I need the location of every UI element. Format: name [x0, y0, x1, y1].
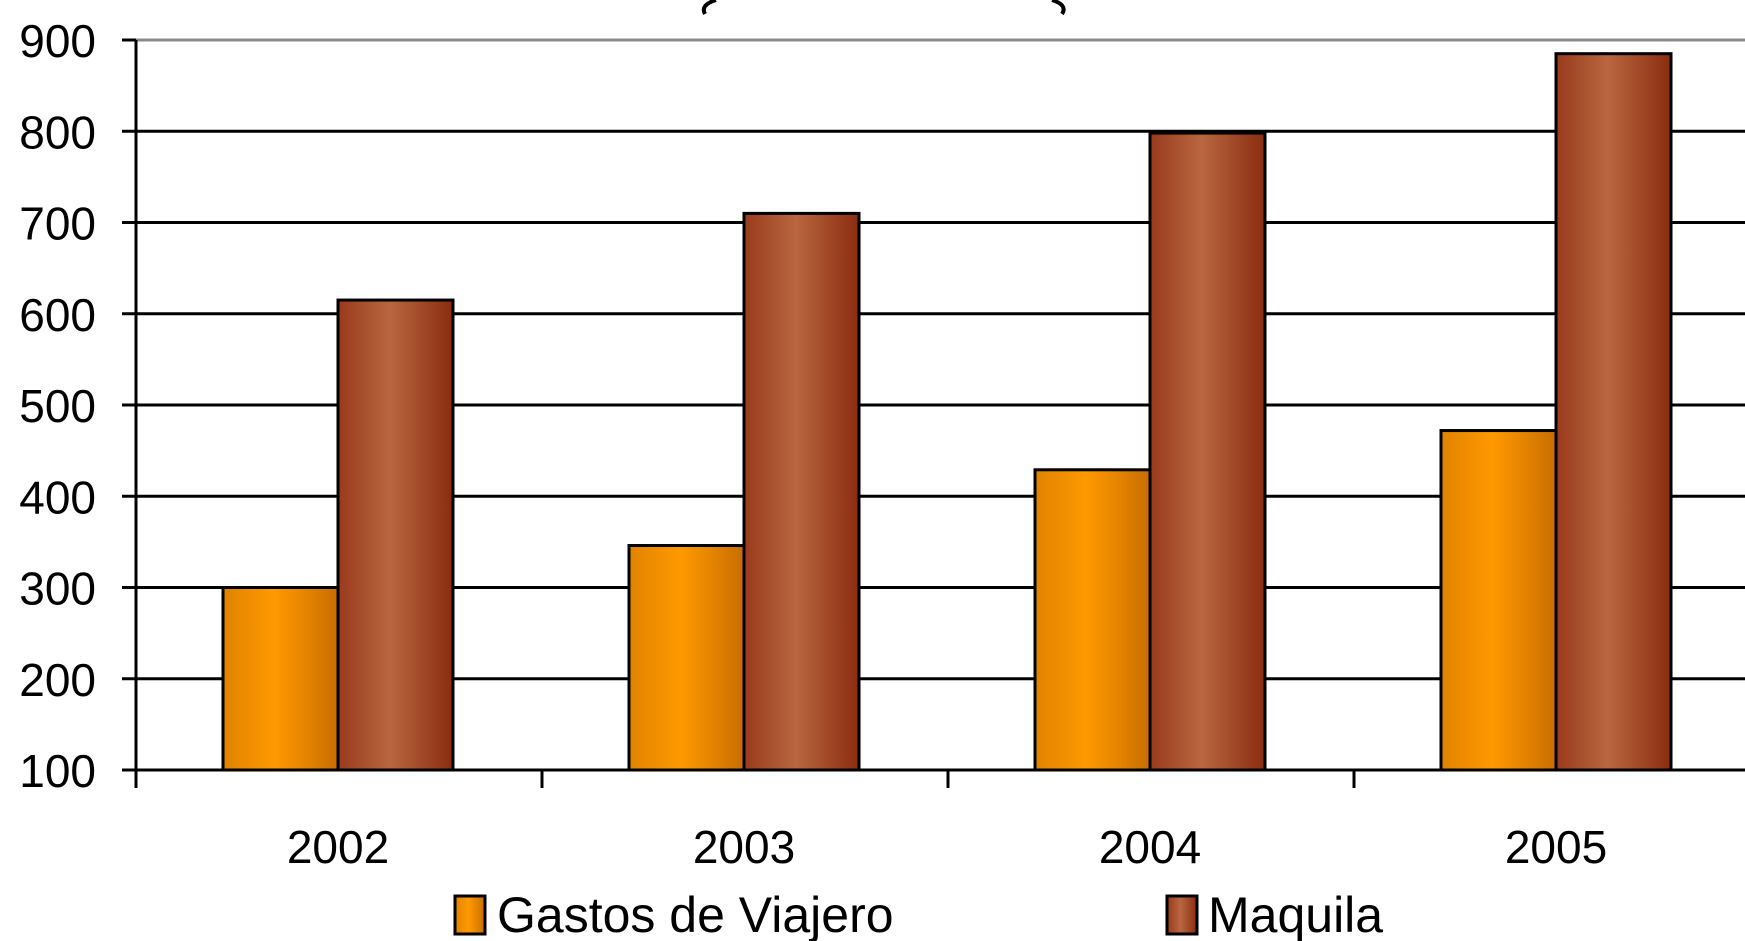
y-tick-label: 800	[19, 106, 96, 158]
y-axis-tick-labels: 100 200 300 400 500 600 700 800 900	[19, 15, 96, 797]
y-tick-label: 100	[19, 745, 96, 797]
x-tick-label: 2005	[1505, 821, 1607, 873]
y-tick-label: 300	[19, 563, 96, 615]
bar-gastos-de-viajero-2002	[221, 586, 340, 772]
y-tick-label: 500	[19, 380, 96, 432]
x-tick-label: 2003	[693, 821, 795, 873]
cropped-title-fragment	[701, 0, 717, 15]
cropped-title-fragment	[1051, 0, 1066, 16]
x-axis-tick-labels: 2002 2003 2004 2005	[287, 821, 1607, 873]
y-tick-label: 600	[19, 289, 96, 341]
bar-gastos-de-viajero-2005	[1439, 429, 1558, 772]
bar-maquila-2003	[742, 211, 861, 772]
y-tick-label: 200	[19, 654, 96, 706]
legend: Gastos de Viajero Maquila	[453, 887, 1383, 941]
bars	[221, 52, 1673, 772]
legend-label: Maquila	[1208, 887, 1383, 941]
legend-swatch	[453, 894, 487, 936]
bar-maquila-2004	[1148, 131, 1267, 772]
bar-gastos-de-viajero-2003	[627, 544, 746, 772]
axes	[122, 38, 1745, 788]
legend-label: Gastos de Viajero	[497, 887, 894, 941]
y-tick-label: 700	[19, 198, 96, 250]
y-tick-label: 900	[19, 15, 96, 67]
bar-maquila-2005	[1554, 52, 1673, 772]
bar-maquila-2002	[336, 298, 455, 772]
y-tick-label: 400	[19, 471, 96, 523]
bar-gastos-de-viajero-2004	[1033, 468, 1152, 772]
legend-swatch	[1165, 894, 1199, 936]
x-tick-label: 2004	[1099, 821, 1201, 873]
x-tick-label: 2002	[287, 821, 389, 873]
